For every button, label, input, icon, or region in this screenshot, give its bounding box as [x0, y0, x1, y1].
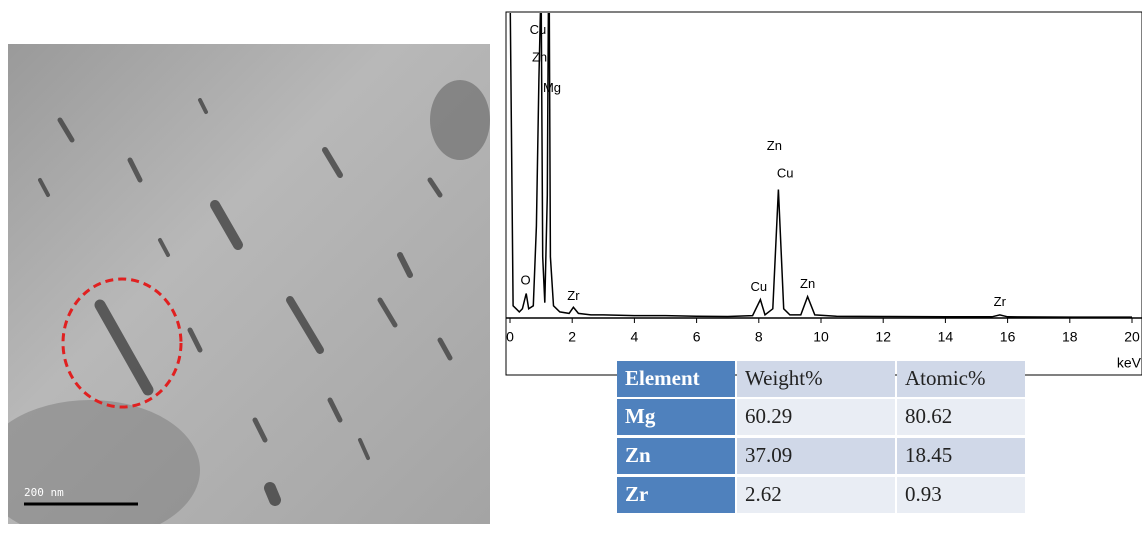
table-header: Weight% — [745, 366, 823, 390]
x-axis-label: keV — [1117, 355, 1142, 371]
x-tick-label: 14 — [938, 329, 954, 345]
table-cell-text: 37.09 — [745, 443, 792, 467]
x-tick-label: 12 — [875, 329, 891, 345]
x-tick-label: 2 — [568, 329, 576, 345]
peak-label: Zn — [800, 276, 815, 291]
peak-label: Mg — [543, 80, 561, 95]
tem-image: 200 nm — [0, 44, 490, 528]
x-tick-label: 4 — [631, 329, 639, 345]
x-tick-label: 16 — [1000, 329, 1016, 345]
scale-bar-label: 200 nm — [24, 486, 64, 499]
peak-label: Cu — [530, 22, 547, 37]
peak-label: O — [520, 273, 530, 288]
peak-label: Cu — [750, 279, 767, 294]
x-tick-label: 8 — [755, 329, 763, 345]
table-cell-text: 60.29 — [745, 404, 792, 428]
spectrum-frame — [506, 12, 1142, 375]
page: 200 nm 0 2 4 6 8 10 12 14 16 18 20 keV Cu Zn Mg O Zr Zn Cu… — [0, 0, 1142, 528]
table-header: Atomic% — [905, 366, 985, 390]
x-tick-label: 18 — [1062, 329, 1078, 345]
x-tick-label: 10 — [813, 329, 829, 345]
x-tick-label: 20 — [1124, 329, 1140, 345]
table-cell-text: Zn — [625, 443, 651, 467]
table-cell-text: 80.62 — [905, 404, 952, 428]
table: Element Weight% Atomic% Mg 60.29 80.62 Zn 37.09… — [617, 361, 1025, 513]
table-cell-text: 0.93 — [905, 482, 942, 506]
x-tick-label: 0 — [506, 329, 514, 345]
table-cell-text: Zr — [625, 482, 648, 506]
peak-label: Cu — [777, 166, 794, 181]
peak-label: Zn — [532, 49, 547, 64]
table-cell-text: Mg — [625, 404, 656, 428]
figure: 200 nm 0 2 4 6 8 10 12 14 16 18 20 keV Cu Zn Mg O Zr Zn Cu… — [0, 0, 1142, 528]
peak-label: Zr — [567, 288, 580, 303]
table-header: Element — [625, 366, 700, 390]
table-cell-text: 18.45 — [905, 443, 952, 467]
peak-label: Zn — [767, 138, 782, 153]
table-cell-text: 2.62 — [745, 482, 782, 506]
x-tick-label: 6 — [693, 329, 701, 345]
peak-label: Zr — [994, 294, 1007, 309]
